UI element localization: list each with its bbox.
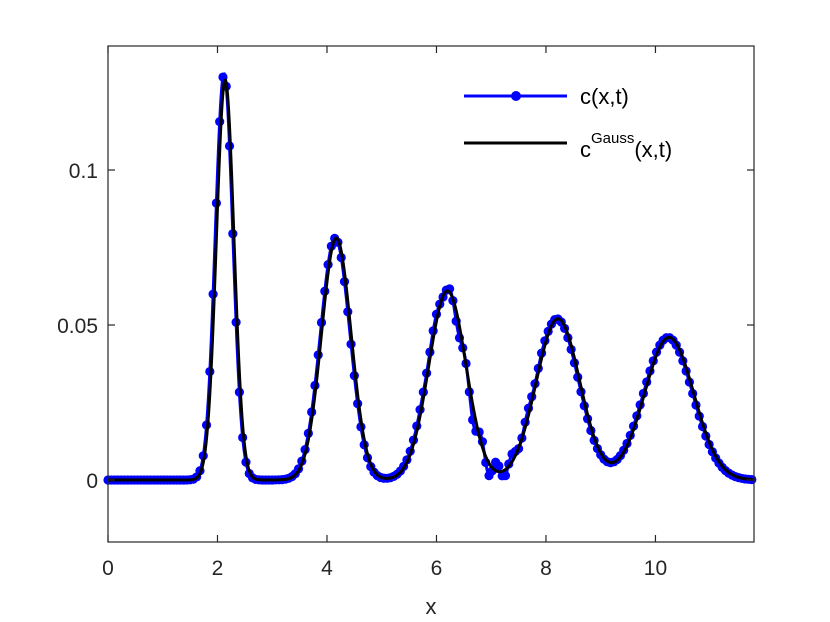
- legend-box: [456, 66, 742, 168]
- x-axis-label: x: [426, 594, 437, 619]
- y-tick-label: 0: [86, 470, 98, 493]
- x-tick-label: 6: [431, 557, 443, 580]
- x-tick-label: 2: [212, 557, 224, 580]
- legend-gauss-label: cGauss(x,t): [580, 130, 672, 162]
- x-tick-label: 0: [102, 557, 114, 580]
- legend: c(x,t) cGauss(x,t): [456, 66, 742, 168]
- y-tick-label: 0.05: [57, 315, 98, 338]
- series-c-point: [494, 461, 504, 471]
- legend-gauss-sup: Gauss: [591, 130, 634, 147]
- axes-layer: 0 2 4 6 8 10 0 0.05 0.1 x: [57, 45, 755, 619]
- series-gauss-line: [108, 78, 755, 482]
- y-tick-label: 0.1: [69, 160, 98, 183]
- x-tick-label: 8: [540, 557, 552, 580]
- legend-c-label: c(x,t): [580, 84, 629, 109]
- series-c-point: [500, 471, 511, 481]
- x-tick-label: 4: [321, 557, 333, 580]
- x-tick-label: 10: [644, 557, 667, 580]
- legend-c-marker: [511, 91, 521, 101]
- legend-gauss-tail: (x,t): [634, 137, 672, 162]
- legend-gauss-base: c: [580, 137, 591, 162]
- series-layer: [103, 72, 757, 485]
- axes-box: [107, 45, 755, 543]
